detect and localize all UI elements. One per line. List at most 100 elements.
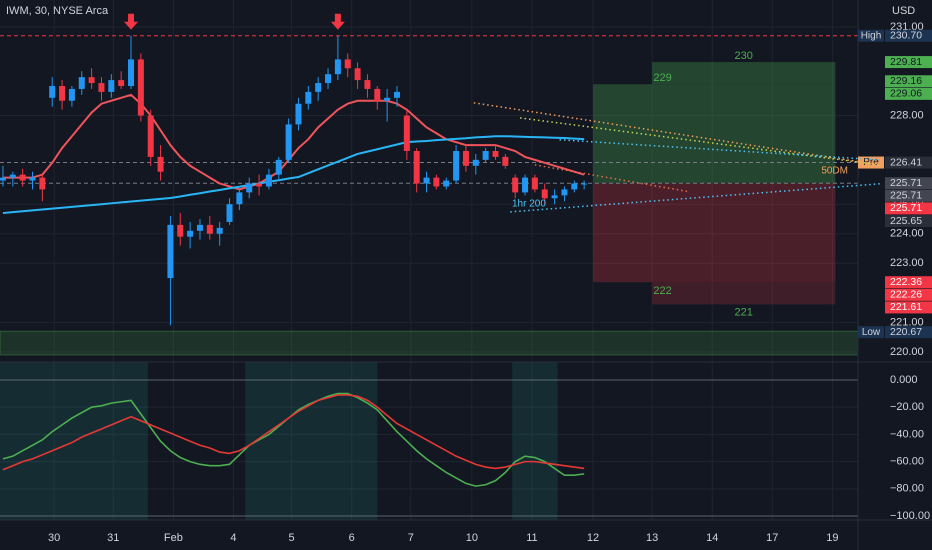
y-tick-label: 228.00 [890,109,924,121]
candle-body [571,183,578,190]
candle-body [502,156,509,166]
candle-body [433,177,440,187]
y-tick-label: 0.000 [890,374,918,386]
y-tick-label: 223.00 [890,257,924,269]
candle-body [265,174,272,187]
price-label-bg [885,29,932,42]
y-tick-label: 220.00 [890,346,924,358]
candle-body [384,97,391,101]
y-tick-label: −40.00 [890,428,924,440]
candle-body [147,115,154,157]
chart-title: IWM, 30, NYSE Arca [6,5,109,17]
candle-body [206,224,213,234]
candle-body [315,83,322,92]
support-zone [0,330,858,356]
candle-body [167,224,174,279]
x-tick-label: 19 [826,532,838,544]
price-label-bg [885,87,932,100]
price-label: 225.65 [890,215,922,227]
candle-body [9,174,16,178]
price-tag: Pre [863,157,879,168]
trendline [534,164,690,193]
candle-body [246,183,253,193]
x-tick-label: 17 [766,532,778,544]
x-tick-label: 11 [526,532,537,544]
candle-body [334,59,341,75]
price-label: 225.71 [890,177,922,189]
x-tick-label: Feb [164,532,183,544]
price-axis: 30 31 Feb 4 5 6 7 10 11 12 13 14 17 19 231.00 228.00 225… [48,21,932,544]
candle-body [295,103,302,125]
price-label-bg [885,156,932,169]
price-label: 225.71 [890,202,922,214]
candle-body [325,74,332,84]
price-label-bg [885,276,932,289]
candle-body [581,183,588,185]
x-tick-label: 30 [48,532,60,544]
candle-body [403,115,410,152]
x-tick-label: 7 [408,532,414,544]
price-label: 225.71 [890,190,922,202]
moving-average [2,93,585,191]
candle-body [187,230,194,237]
candle-body [226,204,233,222]
y-tick-label: −20.00 [890,401,924,413]
price-tag: Low [862,327,881,338]
candle-body [393,91,400,98]
candle-body [462,151,469,166]
candle-body [128,59,135,86]
price-label: 229.06 [890,88,922,100]
x-tick-label: 31 [107,532,119,544]
candle-body [344,59,351,69]
signal-arrow [330,13,345,30]
candle-body [522,177,529,193]
candle-body [285,124,292,160]
y-tick-label: 221.00 [890,316,924,328]
candle-body [236,192,243,205]
candle-body [541,189,548,199]
x-tick-label: 14 [706,532,718,544]
stop-zone [593,183,836,283]
candle-body [108,80,115,92]
price-tag-bg [858,29,884,42]
candle-body [354,68,361,81]
osc-line [2,394,585,471]
x-tick-label: 5 [289,532,295,544]
candle-body [364,80,371,89]
candle-body [256,183,263,187]
price-label: 222.26 [890,289,922,301]
osc-zone [512,362,558,520]
price-label-bg [885,177,932,190]
moving-average [2,135,585,215]
position-label: 221 [735,306,753,318]
price-tag-bg [858,156,884,169]
y-tick-label: 231.00 [890,21,924,33]
candle-body [19,174,26,181]
price-label-bg [885,301,932,314]
y-tick-label: −60.00 [890,456,924,468]
position-label: 222 [653,285,671,297]
price-label-bg [885,326,932,339]
candle-body [68,88,75,101]
trendline [473,102,880,166]
candle-body [443,180,450,187]
x-tick-label: 10 [466,532,478,544]
candle-body [59,85,66,101]
target-zone [593,84,836,184]
osc-zone [245,362,378,520]
candle-body [482,151,489,160]
currency: USD [892,5,915,17]
price-tag-bg [858,326,884,339]
price-label: 221.61 [890,301,922,313]
candle-body [39,177,46,190]
y-tick-label: 224.00 [890,228,924,240]
candle-body [98,83,105,92]
candle-body [196,224,203,231]
oscillator-panel [0,362,585,520]
x-tick-label: 6 [349,532,355,544]
candle-body [305,91,312,104]
candle-body [137,59,144,116]
price-label: 229.81 [890,56,922,68]
